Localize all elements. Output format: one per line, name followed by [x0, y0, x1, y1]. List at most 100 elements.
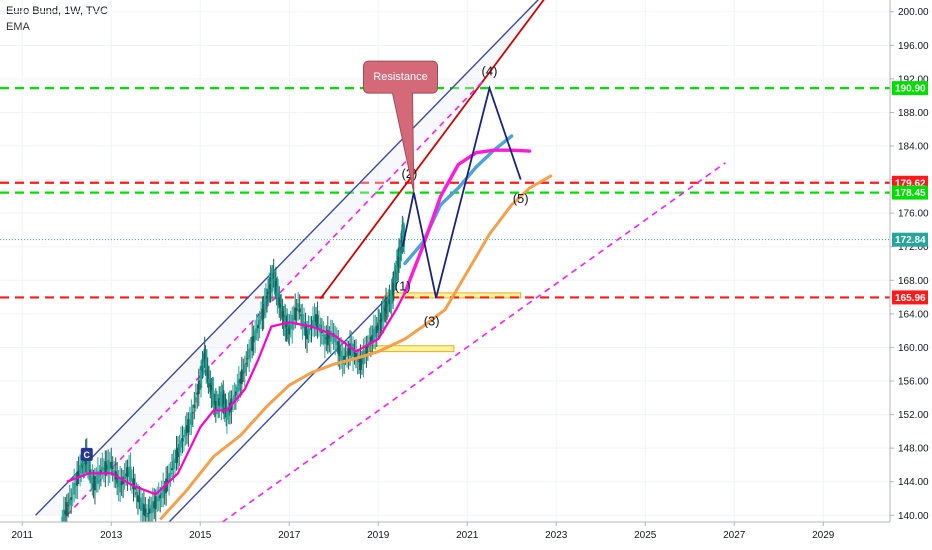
candle-body-196 [311, 320, 314, 328]
candle-body-48 [128, 467, 131, 471]
y-tick-label-4: 184.00 [898, 142, 929, 153]
candle-body-256 [393, 277, 396, 284]
candle-body-140 [246, 358, 249, 360]
candle-body-194 [309, 328, 312, 331]
candle-body-220 [347, 348, 350, 356]
candle-body-203 [322, 335, 325, 337]
x-tick-label-6: 2023 [545, 530, 568, 541]
candle-body-115 [215, 404, 218, 406]
candle-body-70 [160, 493, 163, 496]
candle-body-15 [82, 459, 85, 467]
candle-body-26 [95, 479, 98, 481]
candle-body-108 [208, 379, 211, 383]
x-tick-label-3: 2017 [278, 530, 301, 541]
candle-body-5 [68, 498, 71, 506]
candle-body-98 [200, 370, 203, 376]
candle-body-36 [110, 461, 113, 468]
candle-body-95 [197, 380, 200, 395]
y-tick-label-0: 200.00 [898, 7, 929, 18]
candle-body-14 [81, 463, 84, 467]
candle-body-133 [236, 387, 239, 392]
candle-body-214 [338, 347, 341, 357]
candle-body-60 [145, 513, 148, 518]
candle-body-165 [274, 281, 277, 293]
candle-body-23 [91, 477, 94, 485]
x-tick-label-7: 2025 [634, 530, 657, 541]
candle-body-257 [394, 275, 397, 277]
candle-body-254 [392, 281, 395, 296]
candle-body-127 [227, 406, 230, 416]
candle-body-21 [89, 469, 92, 473]
candle-body-110 [210, 384, 213, 394]
candle-body-3 [65, 502, 68, 516]
level-badge-3-label: 165.96 [895, 293, 926, 304]
candle-body-106 [206, 369, 209, 376]
candle-body-78 [172, 460, 175, 470]
x-tick-label-9: 2029 [812, 530, 835, 541]
candle-body-119 [220, 392, 223, 407]
annotations: Resistance C [80, 60, 438, 461]
candle-body-143 [251, 336, 254, 352]
candle-body-37 [111, 467, 114, 470]
candle-body-208 [329, 330, 332, 342]
price-axis[interactable]: 200.00196.00192.00188.00184.00180.00176.… [889, 0, 932, 550]
indicator-label: EMA [6, 21, 30, 33]
candle-body-246 [383, 308, 386, 312]
ema-lines [66, 174, 553, 521]
y-tick-label-11: 156.00 [898, 377, 929, 388]
y-tick-label-9: 164.00 [898, 309, 929, 320]
candle-body-122 [222, 400, 225, 407]
candle-body-63 [150, 504, 153, 514]
candle-body-198 [314, 314, 317, 322]
x-tick-label-8: 2027 [723, 530, 746, 541]
candle-body-207 [328, 335, 331, 339]
candle-body-118 [219, 400, 222, 402]
candle-body-170 [279, 303, 282, 308]
zone-lower [359, 345, 455, 353]
resistance-label: Resistance [373, 71, 427, 83]
y-tick-label-1: 196.00 [898, 41, 929, 52]
projection-lines [403, 134, 532, 295]
candle-body-126 [225, 409, 228, 420]
candle-body-181 [289, 324, 292, 329]
candle-body-229 [360, 360, 363, 362]
candle-body-6 [70, 497, 73, 500]
channel-upper [35, 0, 539, 516]
candle-body-22 [90, 475, 93, 477]
x-tick-label-5: 2021 [456, 530, 479, 541]
time-axis[interactable]: 2011 2013 2015 2017 2019 2021 2023 2025 2027 2029 [0, 521, 932, 550]
projection-magenta-line [403, 148, 532, 295]
candle-body-116 [217, 402, 220, 405]
candle-body-177 [286, 321, 289, 332]
candle-body-30 [101, 466, 104, 472]
candle-body-242 [379, 320, 382, 322]
candle-body-217 [343, 355, 346, 360]
candle-body-209 [331, 334, 334, 337]
x-tick-label-1: 2013 [100, 530, 123, 541]
candle-body-247 [385, 301, 388, 314]
candle-body-2 [64, 510, 67, 515]
candle-body-192 [306, 330, 309, 340]
x-tick-label-0: 2011 [11, 530, 33, 541]
candle-body-132 [234, 391, 237, 396]
candle-body-19 [86, 458, 89, 465]
candle-body-158 [269, 277, 272, 292]
y-tick-label-3: 188.00 [898, 108, 929, 119]
candle-body-231 [363, 351, 366, 357]
candle-body-25 [93, 475, 96, 491]
candle-body-244 [381, 311, 384, 319]
candle-body-154 [266, 295, 268, 299]
candle-body-113 [213, 401, 216, 403]
candle-body-59 [144, 508, 147, 517]
candle-body-41 [117, 477, 120, 488]
candle-body-1 [62, 509, 65, 523]
candle-body-235 [369, 336, 372, 345]
candle-body-251 [389, 298, 392, 300]
candle-body-191 [304, 323, 307, 336]
candle-body-88 [187, 419, 190, 433]
candle-body-124 [224, 407, 227, 411]
current-price-badge-bg [892, 232, 928, 247]
candle-body-58 [142, 504, 145, 516]
candle-body-199 [316, 314, 319, 329]
